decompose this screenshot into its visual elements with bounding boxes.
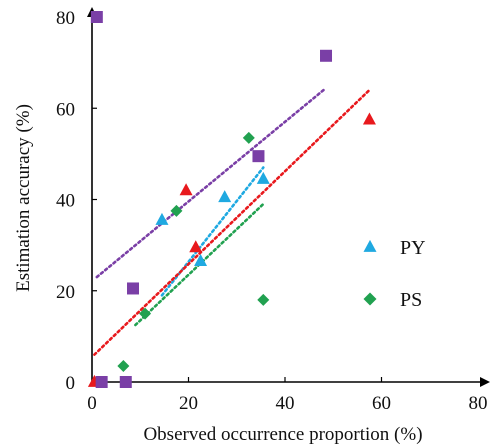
data-point-series-2 (189, 240, 203, 253)
y-axis-label: Estimation accuracy (%) (13, 104, 34, 292)
x-tick-label: 20 (179, 393, 198, 414)
legend: PY PS (363, 237, 426, 311)
data-point-series-0 (194, 253, 208, 266)
legend-marker (363, 239, 377, 252)
data-points (87, 11, 376, 388)
data-point-series-1 (242, 131, 255, 144)
trendlines (93, 88, 371, 356)
y-tick-label: 60 (56, 99, 75, 120)
data-point-series-0 (155, 212, 169, 225)
data-point-series-3 (252, 150, 265, 163)
y-tick-label: 20 (56, 282, 75, 303)
y-tick-label: 0 (66, 373, 76, 394)
y-tick-label: 40 (56, 191, 75, 212)
x-axis-arrow (480, 377, 490, 387)
data-point-series-3 (95, 376, 108, 388)
data-point-series-0 (218, 190, 232, 203)
y-tick-label: 80 (56, 8, 75, 29)
data-point-series-1 (117, 360, 130, 373)
trendline-series-2 (93, 88, 371, 356)
x-tick-label: 60 (372, 393, 391, 414)
data-point-series-0 (256, 171, 270, 184)
axes: 0 20 40 60 80 0 20 40 60 80 (56, 7, 490, 414)
x-tick-label: 40 (276, 393, 295, 414)
data-point-series-2 (179, 183, 193, 196)
data-point-series-3 (119, 376, 132, 388)
data-point-series-3 (90, 11, 103, 23)
x-tick-label: 0 (87, 393, 97, 414)
x-tick-label: 80 (469, 393, 488, 414)
data-point-series-1 (170, 204, 183, 217)
legend-marker (363, 292, 377, 306)
data-point-series-3 (127, 282, 140, 295)
data-point-series-3 (320, 49, 333, 62)
trendline-series-3 (95, 88, 325, 279)
legend-label: PS (400, 289, 422, 311)
data-point-series-1 (139, 307, 152, 320)
x-axis-label: Observed occurrence proportion (%) (143, 424, 422, 445)
data-point-series-1 (257, 293, 270, 306)
data-point-series-2 (362, 112, 376, 125)
legend-label: PY (400, 237, 426, 259)
